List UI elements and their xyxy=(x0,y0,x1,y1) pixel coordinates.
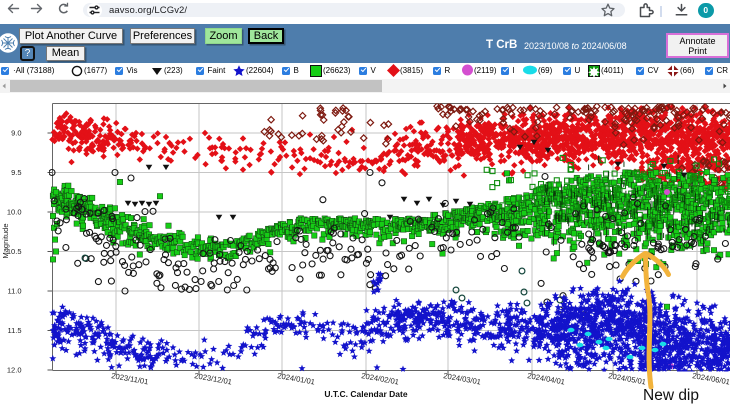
svg-text:2024/01/01: 2024/01/01 xyxy=(277,371,316,386)
svg-text:10.0: 10.0 xyxy=(7,208,22,217)
svg-text:2023/11/01: 2023/11/01 xyxy=(111,371,149,386)
svg-text:2023/12/01: 2023/12/01 xyxy=(194,371,233,386)
svg-text:2024/04/01: 2024/04/01 xyxy=(527,371,566,386)
svg-text:12.0: 12.0 xyxy=(7,366,22,375)
svg-text:2024/02/01: 2024/02/01 xyxy=(361,371,400,386)
svg-text:9.5: 9.5 xyxy=(11,168,21,177)
svg-text:Magnitude: Magnitude xyxy=(1,223,10,258)
svg-text:11.5: 11.5 xyxy=(7,326,21,335)
svg-text:2024/06/01: 2024/06/01 xyxy=(692,371,730,386)
svg-text:11.0: 11.0 xyxy=(7,287,21,296)
svg-text:2024/05/01: 2024/05/01 xyxy=(608,371,647,386)
svg-text:U.T.C. Calendar Date: U.T.C. Calendar Date xyxy=(324,389,407,399)
svg-text:10.5: 10.5 xyxy=(7,247,22,256)
svg-text:2024/03/01: 2024/03/01 xyxy=(443,371,482,386)
svg-text:9.0: 9.0 xyxy=(11,129,21,138)
